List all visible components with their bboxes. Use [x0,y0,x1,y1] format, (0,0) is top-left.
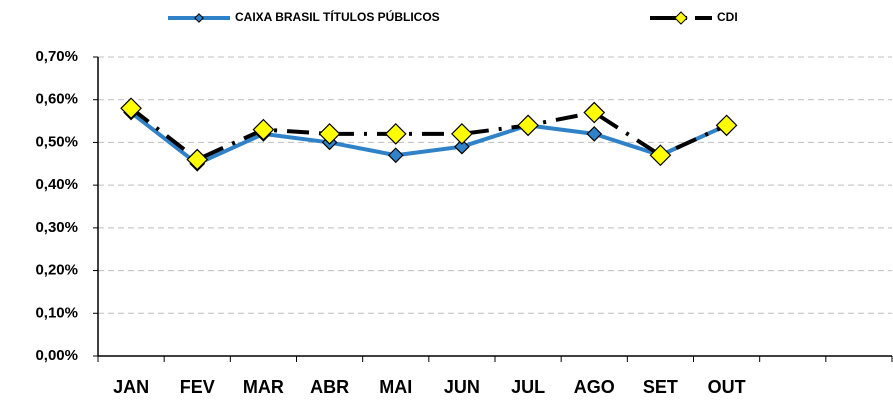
y-tick-label: 0,70% [35,48,78,65]
y-tick-label: 0,20% [35,262,78,279]
y-tick-label: 0,10% [35,304,78,321]
y-tick-label: 0,60% [35,91,78,108]
x-tick-label: OUT [708,377,746,397]
x-tick-label: SET [643,377,678,397]
x-tick-label: JUL [511,377,545,397]
series-line [129,106,728,162]
legend-marker [194,13,204,23]
y-tick-label: 0,50% [35,133,78,150]
point-marker [120,97,142,120]
x-tick-label: JAN [113,377,149,397]
point-marker [252,118,275,141]
y-tick-label: 0,40% [35,176,78,193]
point-marker [583,101,606,124]
point-marker [454,138,470,155]
point-marker [715,114,738,137]
y-tick-label: 0,00% [35,347,78,364]
x-tick-label: MAR [243,377,284,397]
x-tick-label: FEV [180,377,215,397]
legend-marker [674,11,688,25]
point-marker [186,148,209,171]
point-marker [586,126,603,142]
point-marker [384,123,407,145]
legend-label: CDI [717,10,738,24]
x-tick-label: AGO [574,377,615,397]
x-tick-label: ABR [310,377,349,397]
point-marker [387,147,404,164]
point-marker [517,114,539,137]
x-tick-label: MAI [379,377,412,397]
series-line [129,110,728,166]
legend-label: CAIXA BRASIL TÍTULOS PÚBLICOS [235,9,440,24]
point-marker [649,144,672,167]
point-marker [451,123,473,145]
point-marker [318,123,341,145]
x-tick-label: JUN [444,377,480,397]
y-tick-label: 0,30% [35,219,78,236]
